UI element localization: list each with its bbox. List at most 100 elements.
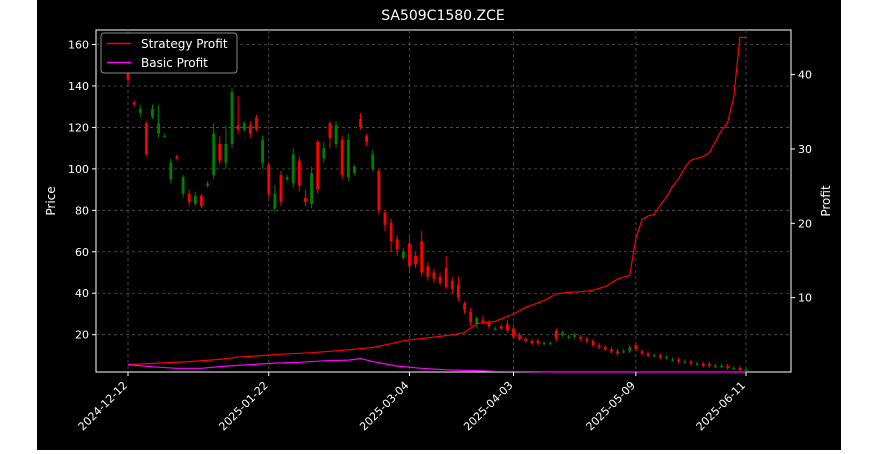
candle-body [181,177,185,194]
candle-body [261,139,265,163]
candle-body [255,117,258,130]
candle-body [469,311,473,323]
x-tick-label: 2025-04-03 [461,379,515,433]
candle-body [395,239,399,250]
candle-body [720,365,723,367]
candle-body [714,365,717,367]
candle-body [628,347,632,352]
candle-body [346,139,350,178]
y-axis-label-right: Profit [819,185,833,217]
profit-lines [127,36,746,373]
candle-body [352,166,356,174]
candle-body [432,272,436,279]
candle-body [438,276,442,283]
candle-body [383,212,387,225]
candle-body [218,144,222,161]
candle-body [609,349,613,352]
candle-body [297,160,301,186]
chart-title: SA509C1580.ZCE [381,8,505,24]
y-tick-label-left: 20 [75,329,89,342]
candle-body [499,326,503,329]
candle-body [371,154,375,169]
candle-body [157,123,160,134]
candle-body [365,135,369,142]
candle-body [334,125,338,144]
y-tick-label-left: 160 [68,39,89,52]
candle-body [138,108,142,113]
candle-body [414,255,417,265]
y-tick-label-right: 10 [798,292,812,305]
candle-body [206,183,209,186]
x-tick-label: 2025-05-09 [584,379,638,433]
x-tick-label: 2025-01-22 [216,379,270,433]
legend-box [100,32,238,74]
candle-body [267,164,271,194]
candle-body [377,170,381,211]
y-tick-label-left: 100 [68,163,89,176]
candle-body [561,332,564,335]
candle-body [603,347,607,350]
figure: 2024-12-12 2025-01-22 2025-03-04 2025-04-03… [37,0,841,450]
x-tick-label: 2024-12-12 [76,379,130,433]
candle-body [689,361,693,364]
candle-body [291,154,295,184]
candle-body [457,284,460,298]
candle-body [230,92,234,144]
candle-body [505,324,509,331]
candlestick-profit-chart: 2024-12-12 2025-01-22 2025-03-04 2025-04-03… [44,8,833,433]
candle-body [200,195,203,207]
candle-body [597,345,601,348]
candle-body [665,357,668,359]
candle-body [536,340,540,343]
candle-body [579,336,583,339]
candle-body [481,320,485,323]
candle-body [677,359,681,362]
legend-label-strategy-profit: Strategy Profit [141,37,228,51]
candle-body [487,322,491,327]
candle-body [236,125,240,130]
candle-body [340,139,344,176]
candle-body [151,108,154,118]
y-tick-label-right: 40 [798,69,812,82]
candle-body [279,175,283,203]
candle-body [475,318,479,325]
candle-body [389,222,393,242]
candle-body [512,328,515,337]
candle-body [169,162,173,180]
candle-body [646,353,650,356]
candle-body [401,251,405,258]
candle-body [322,148,326,159]
x-tick-label: 2025-06-11 [694,379,748,433]
candle-body [695,363,699,365]
candle-body [408,243,411,267]
candle-body [671,359,674,361]
y-tick-label-left: 60 [75,246,89,259]
candle-body [524,338,528,341]
candle-body [701,363,705,366]
candle-body [744,369,748,372]
candle-body [359,119,362,128]
candle-body [316,141,320,190]
x-tick-label: 2025-03-04 [357,379,411,433]
candle-body [640,351,644,354]
candle-body [193,195,197,205]
candle-body [444,268,448,288]
candle-body [548,342,552,345]
y-axis-label-left: Price [44,186,58,215]
candle-body [634,345,638,350]
y-tick-label-left: 40 [75,287,89,300]
candle-body [616,351,619,354]
candle-body [242,123,246,130]
candle-body [652,355,656,357]
y-tick-label-left: 120 [68,121,89,134]
candle-body [567,336,570,338]
candle-body [585,338,589,341]
candle-body [573,334,577,337]
candle-body [732,367,736,370]
candle-body [163,135,167,137]
y-tick-label-left: 140 [68,80,89,93]
plot-area [95,29,792,373]
y-tick-label-right: 30 [798,143,812,156]
candle-body [658,355,662,358]
candle-body [450,280,454,290]
